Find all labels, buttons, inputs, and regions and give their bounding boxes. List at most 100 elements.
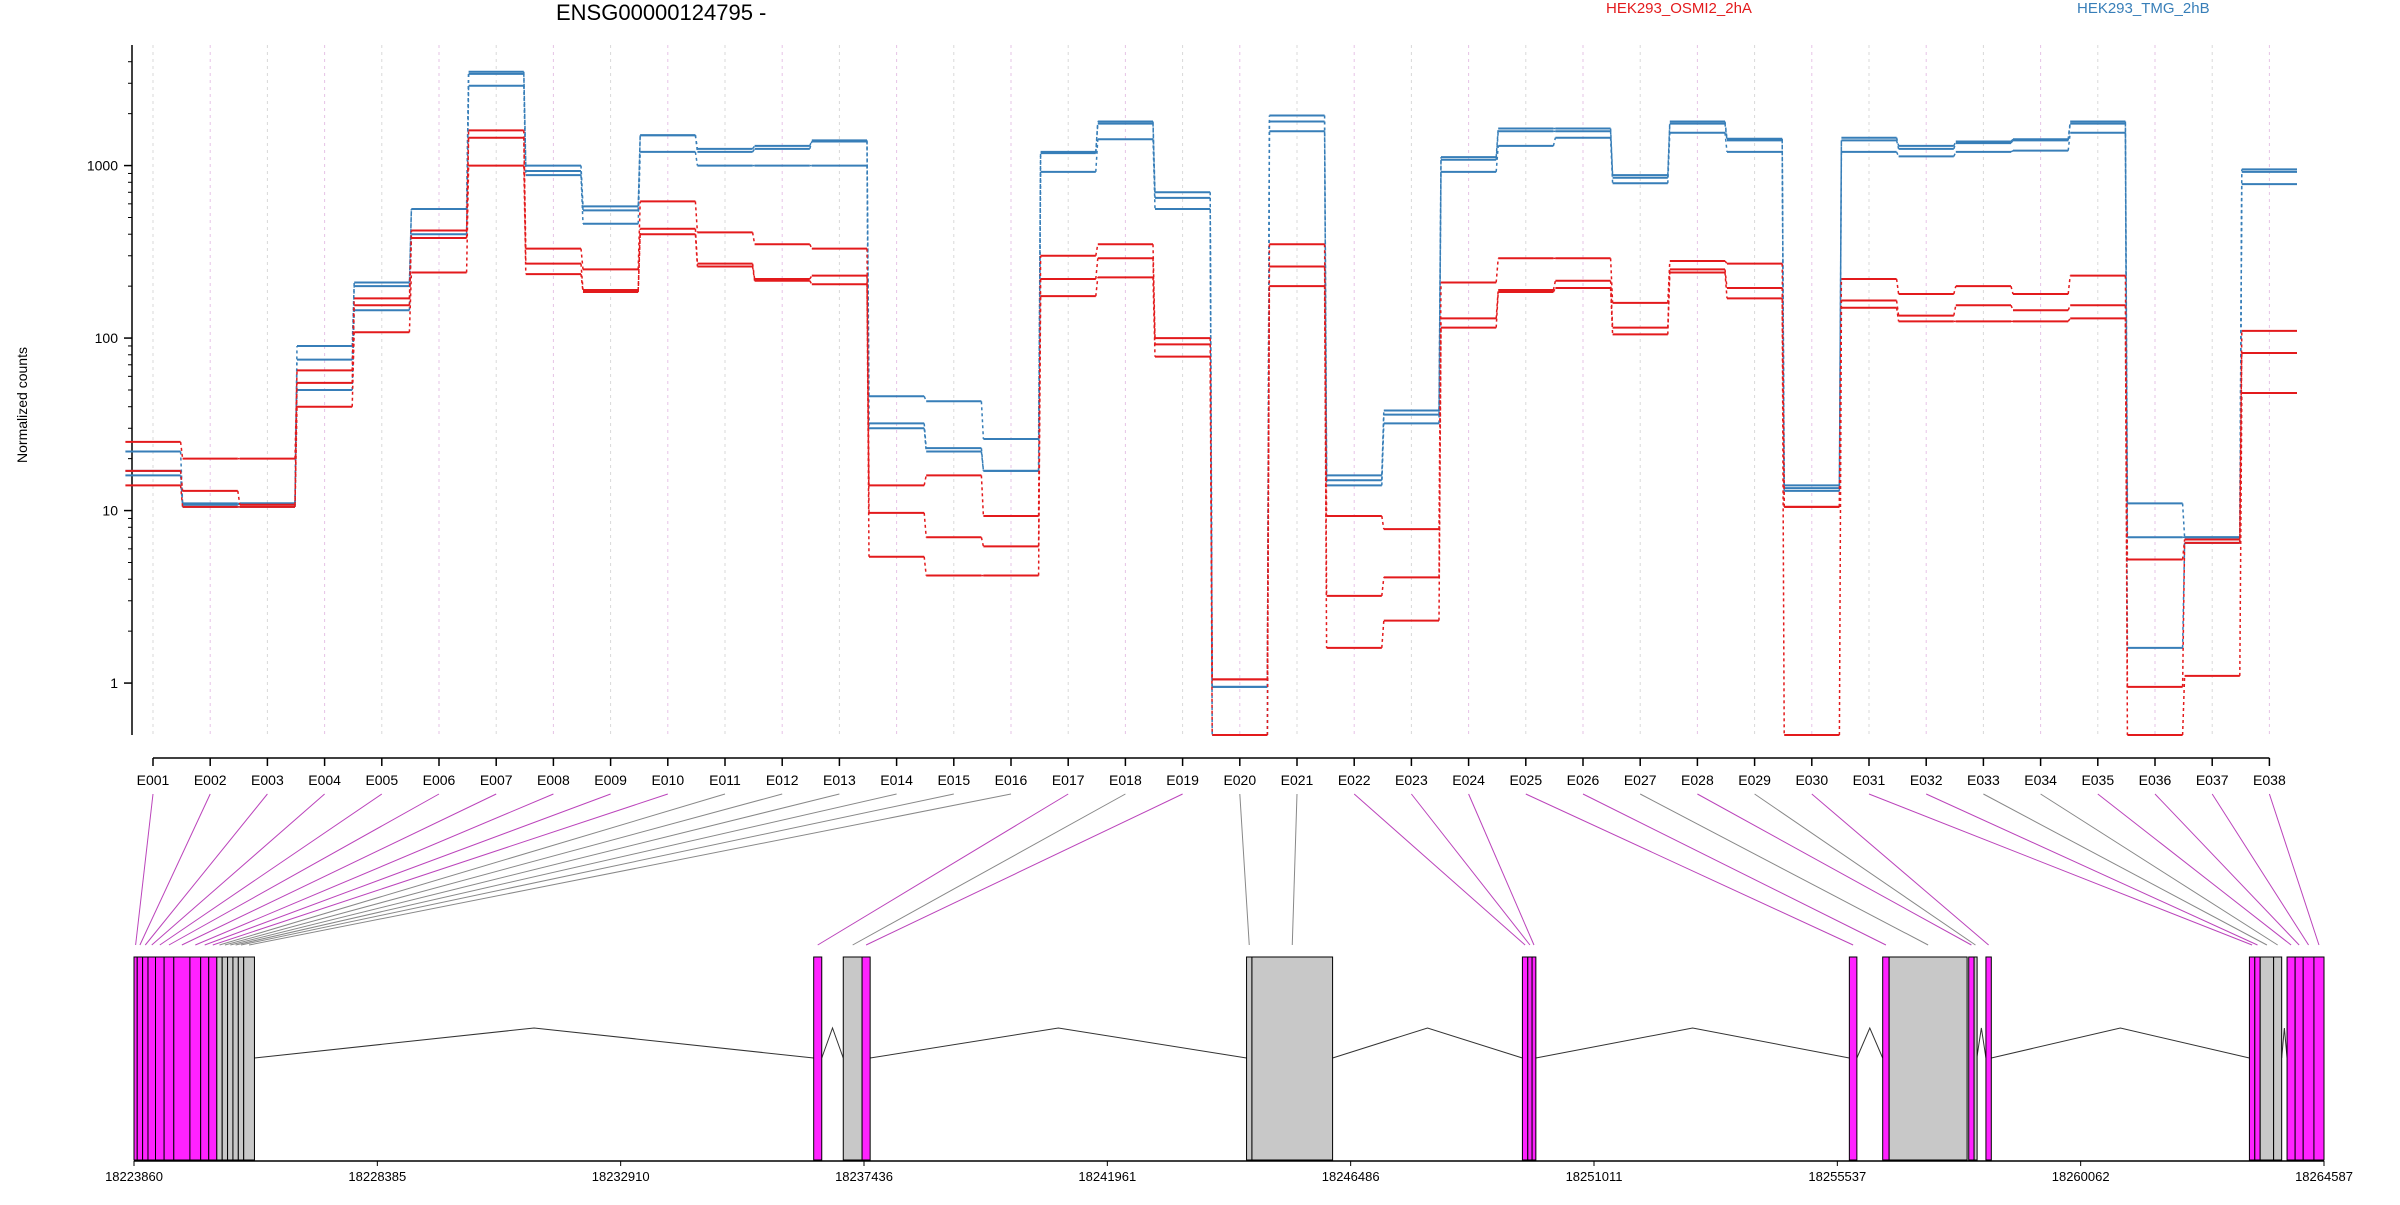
genome-coord-label: 18237436 — [835, 1169, 893, 1184]
series-connector — [923, 395, 927, 402]
series-connector — [751, 266, 756, 281]
exon-connector — [151, 793, 325, 946]
series-connector — [1381, 620, 1385, 648]
series-connector — [809, 140, 813, 147]
exon-bin — [173, 956, 191, 1161]
chart-title: ENSG00000124795 - — [556, 0, 767, 25]
series-connector — [294, 382, 298, 505]
series-connector — [809, 141, 813, 150]
exon-bin — [142, 956, 149, 1161]
series-connector — [1838, 307, 1843, 736]
intron-line — [1535, 1027, 1850, 1059]
intron-line — [821, 1026, 844, 1059]
exon-bin — [221, 956, 229, 1161]
series-connector — [1495, 131, 1499, 160]
exon-connector — [2211, 793, 2309, 946]
series-connector — [1323, 286, 1328, 648]
genome-coord-label: 18232910 — [592, 1169, 650, 1184]
exon-connector — [1983, 793, 2268, 946]
series-connector — [2124, 305, 2129, 687]
x-tick-label: E027 — [1624, 772, 1657, 788]
series-connector — [1724, 123, 1728, 141]
x-tick-label: E025 — [1509, 772, 1542, 788]
series-connector — [351, 332, 355, 407]
series-group — [125, 164, 2297, 736]
series-connector — [237, 490, 241, 505]
exon-connector — [168, 793, 440, 946]
series-connector — [1266, 286, 1271, 736]
series-connector — [1953, 285, 1957, 295]
series-connector — [1838, 140, 1843, 489]
genome-coord-label: 18223860 — [105, 1169, 163, 1184]
series-connector — [1781, 298, 1785, 736]
exon-connector — [852, 793, 1126, 946]
series-connector — [637, 201, 641, 270]
series-connector — [2181, 675, 2186, 736]
exon-connector — [212, 793, 668, 946]
series-connector — [2067, 317, 2071, 322]
exon-connector — [1239, 793, 1250, 946]
series-connector — [1095, 258, 1099, 280]
series-connector — [2067, 304, 2071, 311]
series-connector — [2067, 132, 2071, 151]
series-connector — [1381, 577, 1385, 597]
series-connector — [1953, 142, 1957, 150]
series-connector — [1552, 137, 1557, 147]
x-tick-label: E036 — [2139, 772, 2172, 788]
series-connector — [694, 135, 699, 153]
exon-connector — [219, 793, 726, 946]
x-tick-label: E030 — [1795, 772, 1828, 788]
exon-bin — [2273, 956, 2283, 1161]
exon-connector — [2040, 793, 2278, 946]
series-connector — [809, 275, 813, 280]
x-tick-label: E028 — [1681, 772, 1714, 788]
series-connector — [1667, 260, 1671, 303]
y-tick-label: 1000 — [87, 158, 118, 174]
series-connector — [694, 201, 699, 233]
x-tick-label: E018 — [1109, 772, 1142, 788]
legend-entry-tmg: HEK293_TMG_2hB — [2077, 0, 2210, 17]
series-connector — [1095, 244, 1099, 256]
series-connector — [1495, 128, 1499, 158]
intron-line — [1976, 1027, 1987, 1059]
series-connector — [1495, 258, 1499, 283]
x-tick-label: E008 — [537, 772, 570, 788]
x-tick-label: E022 — [1338, 772, 1371, 788]
exon-bin — [1246, 956, 1253, 1161]
series-connector — [2124, 132, 2129, 648]
exon-bin — [189, 956, 202, 1161]
x-tick-label: E017 — [1052, 772, 1085, 788]
series-connector — [1667, 132, 1671, 184]
exon-bin — [1251, 956, 1334, 1161]
genome-coord-label: 18260062 — [2052, 1169, 2110, 1184]
exon-connector — [204, 793, 611, 946]
series-connector — [179, 475, 184, 507]
series-connector — [2067, 121, 2071, 140]
series-connector — [1724, 260, 1728, 265]
x-tick-label: E033 — [1967, 772, 2000, 788]
exon-bin — [813, 956, 823, 1161]
legend-entry-osmi2: HEK293_OSMI2_2hA — [1606, 0, 1752, 17]
series-connector — [1895, 300, 1900, 316]
exon-bin — [1521, 956, 1529, 1161]
exon-bin — [1848, 956, 1858, 1161]
series-connector — [1095, 123, 1099, 154]
exon-bin — [227, 956, 234, 1161]
series-connector — [980, 475, 985, 517]
exon-bin — [243, 956, 255, 1161]
series-connector — [179, 485, 184, 507]
exon-connector — [1291, 793, 1298, 946]
series-connector — [523, 71, 527, 166]
series-connector — [980, 448, 985, 471]
intron-line — [1856, 1026, 1884, 1059]
exon-bin — [2254, 956, 2261, 1161]
intron-line — [1332, 1027, 1523, 1059]
exon-bin — [2313, 956, 2325, 1161]
exon-connector — [1868, 793, 2253, 946]
series-connector — [1037, 171, 1042, 471]
series-connector — [408, 230, 413, 299]
genome-coord-label: 18246486 — [1322, 1169, 1380, 1184]
y-tick-label: 100 — [95, 330, 119, 346]
